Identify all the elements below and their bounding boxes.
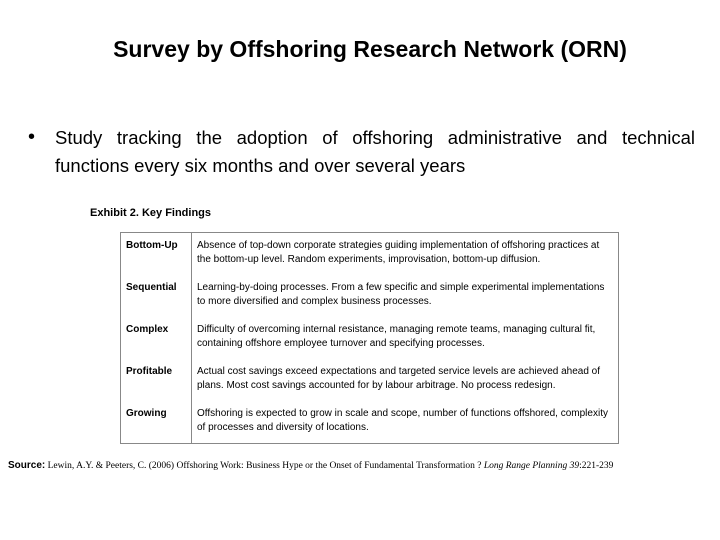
finding-term: Complex (120, 317, 192, 359)
bullet-marker: • (28, 126, 36, 148)
table-row: Growing Offshoring is expected to grow in… (120, 400, 619, 444)
finding-term: Growing (120, 400, 192, 444)
source: Source: Lewin, A.Y. & Peeters, C. (2006)… (8, 460, 720, 471)
source-label: Source: (8, 460, 46, 471)
finding-description: Offshoring is expected to grow in scale … (197, 407, 608, 433)
source-pages: :221-239 (579, 461, 614, 471)
source-journal: Long Range Planning (483, 461, 568, 471)
exhibit-title: Exhibit 2. Key Findings (90, 207, 212, 219)
finding-term: Sequential (120, 275, 192, 318)
source-volume: 39 (569, 461, 580, 471)
finding-description: Difficulty of overcoming internal resist… (197, 324, 596, 350)
title: Survey by Offshoring Research Network (O… (113, 36, 627, 62)
table-row: Bottom-Up Absence of top-down corporate s… (120, 232, 619, 276)
table-row: Complex Difficulty of overcoming internal… (120, 317, 619, 359)
source-text: Lewin, A.Y. & Peeters, C. (2006) Offshor… (47, 461, 482, 471)
finding-term: Bottom-Up (120, 232, 192, 276)
table-row: Sequential Learning-by-doing processes. F… (120, 275, 619, 318)
table-row: Profitable Actual cost savings exceed exp… (120, 358, 619, 401)
findings-table: Bottom-Up Absence of top-down corporate s… (120, 232, 619, 444)
finding-description: Actual cost savings exceed expectations … (197, 365, 601, 391)
finding-description: Absence of top-down corporate strategies… (197, 240, 600, 265)
finding-description: Learning-by-doing processes. From a few … (197, 282, 605, 308)
finding-term: Profitable (120, 358, 192, 401)
bullet-text: Study tracking the adoption of offshorin… (55, 127, 695, 176)
